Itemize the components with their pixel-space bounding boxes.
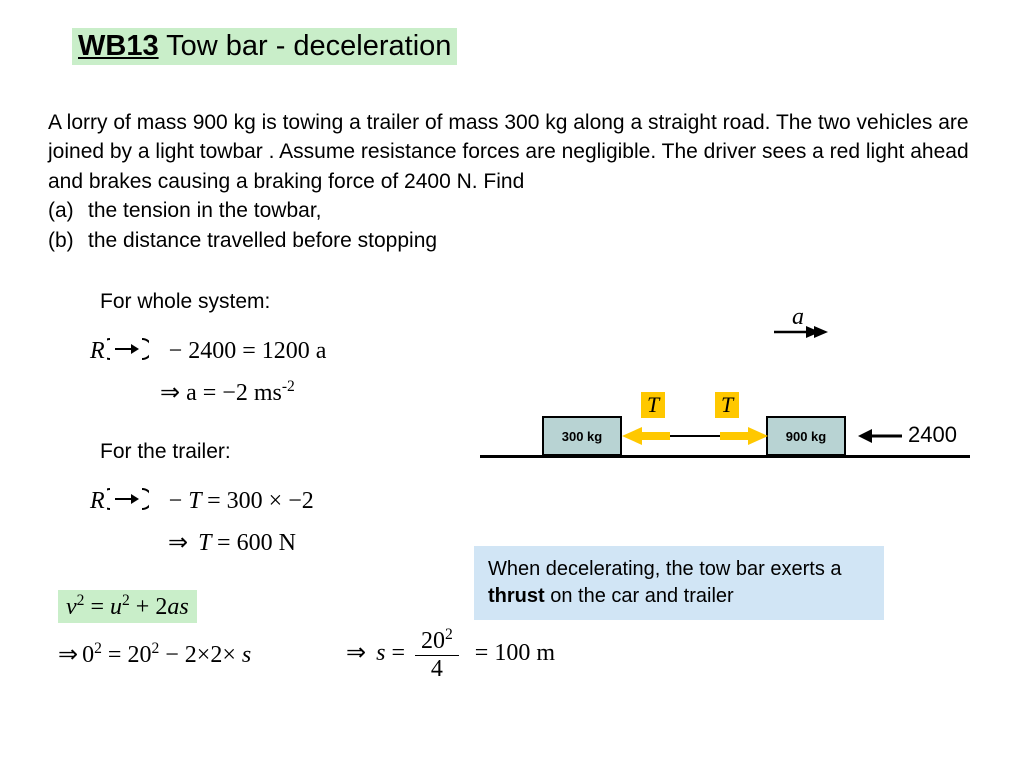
note-post: on the car and trailer xyxy=(545,585,734,607)
slide-title: WB13 Tow bar - deceleration xyxy=(72,28,457,65)
tension-label-right: T xyxy=(715,392,739,418)
eq-system-2-body: ⇒ a = −2 ms xyxy=(160,380,282,406)
eq-system-1-body: − 2400 = 1200 a xyxy=(169,338,327,364)
trailer-mass-label: 300 kg xyxy=(562,429,602,444)
resolve-arrow-icon-2 xyxy=(107,485,149,520)
section-whole-system: For whole system: xyxy=(100,290,270,314)
resolve-symbol-2: R xyxy=(90,488,105,514)
section-trailer: For the trailer: xyxy=(100,440,231,464)
item-a-label: (a) xyxy=(48,196,88,225)
tension-arrow-left-icon xyxy=(622,427,672,450)
braking-force-label: 2400 xyxy=(908,422,957,448)
ground-line xyxy=(480,455,970,458)
accel-arrow-icon xyxy=(770,310,830,345)
problem-statement: A lorry of mass 900 kg is towing a trail… xyxy=(48,108,978,255)
eq-system-1: R − 2400 = 1200 a xyxy=(90,335,326,370)
eq-kinematics-sub: ⇒02 = 202 − 2×2× s xyxy=(58,640,251,669)
eq-system-2-exp: -2 xyxy=(282,378,295,395)
eq-system-2: ⇒ a = −2 ms-2 xyxy=(160,378,295,407)
item-a-text: the tension in the towbar, xyxy=(88,196,322,225)
braking-force-arrow-icon xyxy=(854,426,904,451)
problem-body: A lorry of mass 900 kg is towing a trail… xyxy=(48,108,978,196)
eq-trailer-1: R − T = 300 × −2 xyxy=(90,485,314,520)
note-box: When decelerating, the tow bar exerts a … xyxy=(474,546,884,620)
lorry-box: 900 kg xyxy=(766,416,846,456)
title-code: WB13 xyxy=(78,30,159,62)
force-diagram: a 300 kg 900 kg T T 2400 xyxy=(480,310,970,470)
note-pre: When decelerating, the tow bar exerts a xyxy=(488,558,842,580)
resolve-symbol: R xyxy=(90,338,105,364)
tension-arrow-right-icon xyxy=(718,427,768,450)
trailer-box: 300 kg xyxy=(542,416,622,456)
eq-trailer-2: ⇒ T = 600 N xyxy=(168,528,296,557)
problem-item-b: (b) the distance travelled before stoppi… xyxy=(48,226,978,255)
title-label: Tow bar - deceleration xyxy=(159,30,452,62)
tension-label-left: T xyxy=(641,392,665,418)
resolve-arrow-icon xyxy=(107,335,149,370)
eq-kinematics-solve: ⇒ s = 202 4 = 100 m xyxy=(346,626,555,683)
eq-kinematics-formula: v2 = u2 + 2as xyxy=(58,590,197,623)
item-b-text: the distance travelled before stopping xyxy=(88,226,437,255)
lorry-mass-label: 900 kg xyxy=(786,429,826,444)
problem-item-a: (a) the tension in the towbar, xyxy=(48,196,978,225)
note-bold: thrust xyxy=(488,585,545,607)
item-b-label: (b) xyxy=(48,226,88,255)
